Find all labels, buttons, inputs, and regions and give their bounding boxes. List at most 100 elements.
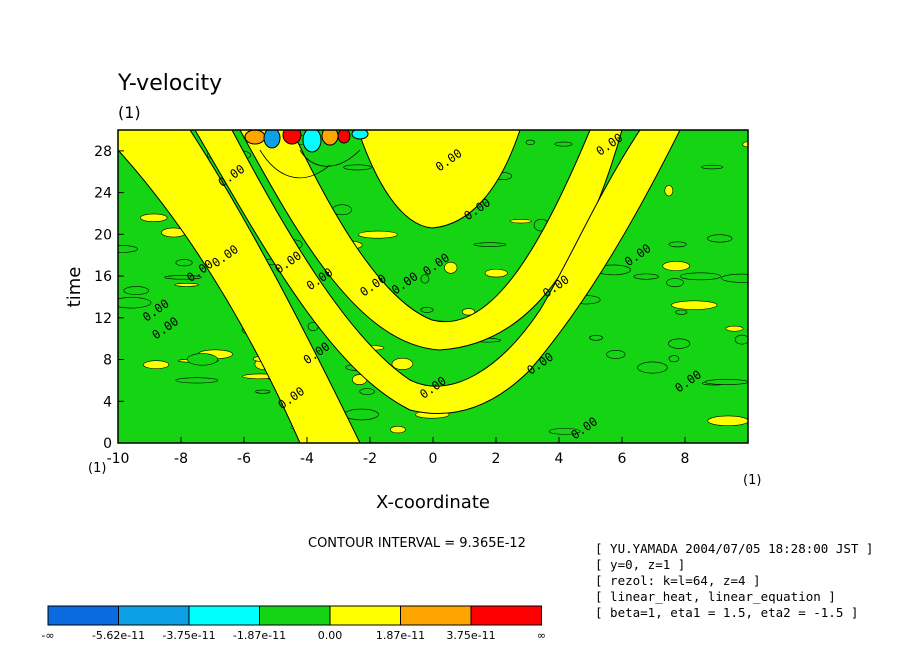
x-tick-label: 8	[681, 451, 690, 467]
noise-patch	[164, 275, 202, 280]
noise-patch	[525, 139, 535, 145]
noise-patch	[420, 307, 434, 313]
noise-patch	[118, 245, 138, 253]
x-tick-label: -8	[174, 451, 188, 467]
y-tick-label: 4	[103, 394, 112, 410]
x-axis-units-right: (1)	[743, 473, 761, 488]
contour-field: 0.000.000.000.000.00 0.00 0.000.00 0.00 0.00…	[118, 130, 748, 443]
noise-patch	[664, 185, 674, 197]
y-tick-label: 20	[94, 227, 112, 243]
y-tick-label: 12	[94, 311, 112, 327]
noise-patch	[420, 274, 430, 284]
noise-patch	[734, 334, 748, 345]
noise-patch	[548, 428, 581, 435]
noise-patch	[707, 415, 748, 426]
y-tick-label: 28	[94, 144, 112, 160]
noise-patch	[675, 309, 688, 315]
chart-title: Y-velocity	[117, 71, 222, 96]
noise-patch	[186, 353, 218, 366]
y-tick-label: 0	[103, 436, 112, 452]
legend-swatch	[259, 605, 331, 626]
noise-patch	[358, 230, 398, 239]
contour-interval: CONTOUR INTERVAL = 9.365E-12	[308, 536, 526, 551]
noise-patch	[633, 273, 659, 280]
x-tick-label: 0	[429, 451, 438, 467]
legend-swatch	[470, 605, 542, 626]
legend-swatch	[188, 605, 260, 626]
legend-label: 3.75e-11	[446, 629, 495, 642]
noise-patch	[725, 325, 744, 332]
noise-patch	[668, 338, 691, 349]
legend-swatch	[47, 605, 119, 626]
x-axis-units-left: (1)	[88, 461, 106, 476]
y-axis-label: time	[64, 267, 85, 308]
noise-patch	[668, 355, 680, 363]
v-band-yellow-4	[194, 130, 681, 415]
noise-patch	[143, 360, 170, 369]
legend-label: -5.62e-11	[92, 629, 145, 642]
noise-patch	[707, 234, 733, 243]
noise-patch	[666, 278, 684, 288]
noise-patch	[589, 334, 603, 341]
noise-patch	[175, 259, 193, 267]
title-units: (1)	[118, 103, 141, 122]
legend-swatch	[329, 605, 401, 626]
noise-patch	[473, 242, 507, 247]
x-tick-label: -6	[237, 451, 251, 467]
noise-patch	[175, 377, 219, 384]
legend-swatch	[400, 605, 472, 626]
noise-patch	[123, 286, 149, 295]
x-tick-label: -2	[363, 451, 377, 467]
noise-patch	[140, 213, 168, 223]
legend-label: -∞	[41, 629, 54, 642]
noise-patch	[606, 350, 626, 359]
noise-patch	[389, 425, 406, 434]
x-tick-label: 4	[555, 451, 564, 467]
noise-patch	[343, 408, 379, 421]
y-axis: 0 4 8 12 16 20 24 28	[94, 144, 124, 452]
legend-swatch	[118, 605, 190, 626]
noise-patch	[255, 389, 271, 394]
noise-patch	[118, 297, 152, 309]
noise-patch	[174, 283, 199, 287]
legend-label: -3.75e-11	[162, 629, 215, 642]
noise-patch	[742, 141, 748, 148]
noise-patch	[359, 388, 375, 395]
v-band-yellow-2	[239, 130, 623, 351]
noise-patch	[701, 164, 724, 170]
noise-patch	[343, 164, 372, 171]
y-tick-label: 16	[94, 269, 112, 285]
info-line: [ beta=1, eta1 = 1.5, eta2 = -1.5 ]	[595, 605, 858, 620]
y-tick-label: 8	[103, 353, 112, 369]
y-tick-label: 24	[94, 186, 112, 202]
legend-label: -1.87e-11	[233, 629, 286, 642]
noise-patch	[444, 261, 458, 274]
noise-patch	[662, 260, 690, 271]
noise-patch	[637, 361, 668, 374]
info-line: [ linear_heat, linear_equation ]	[595, 589, 836, 604]
run-info: [ YU.YAMADA 2004/07/05 18:28:00 JST ][ y…	[595, 541, 873, 620]
info-line: [ rezol: k=l=64, z=4 ]	[595, 573, 761, 588]
v-band-yellow-1	[118, 130, 361, 443]
noise-patch	[679, 272, 722, 281]
info-line: [ y=0, z=1 ]	[595, 557, 685, 572]
x-axis: -10 -8 -6 -4 -2 0 2 4 6 8	[107, 437, 690, 467]
v-band-yellow-3	[357, 130, 521, 229]
legend-label: 1.87e-11	[376, 629, 425, 642]
x-tick-label: 2	[492, 451, 501, 467]
info-line: [ YU.YAMADA 2004/07/05 18:28:00 JST ]	[595, 541, 873, 556]
noise-patch	[509, 219, 532, 224]
noise-patch	[391, 357, 414, 370]
noise-patch	[671, 300, 718, 310]
color-legend: -∞ -5.62e-11 -3.75e-11 -1.87e-11 0.00 1.87e-1…	[41, 605, 546, 642]
noise-patch	[668, 241, 687, 248]
noise-patch	[554, 141, 573, 147]
noise-patch	[721, 273, 748, 283]
noise-patch	[461, 308, 476, 316]
noise-patch	[704, 379, 748, 385]
x-tick-label: 6	[618, 451, 627, 467]
wave-packet	[244, 130, 369, 179]
x-axis-label: X-coordinate	[376, 492, 490, 513]
legend-label: ∞	[537, 629, 546, 642]
